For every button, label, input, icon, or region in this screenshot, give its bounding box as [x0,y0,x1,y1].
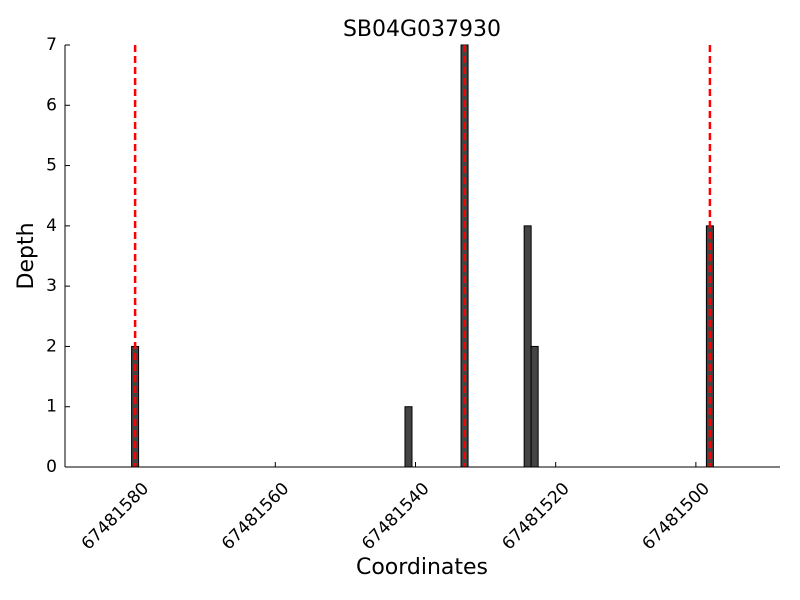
bar [404,406,413,468]
x-tick-label: 67481540 [358,479,433,554]
x-axis-label: Coordinates [356,555,488,580]
y-tick-label: 7 [46,35,57,55]
bar [523,225,532,468]
y-tick-label: 1 [46,397,57,417]
y-axis-label: Depth [14,222,39,289]
bar [530,345,539,468]
y-tick-label: 0 [46,457,57,477]
x-tick-label: 67481560 [218,479,293,554]
y-tick-label: 3 [46,276,57,296]
y-tick-label: 6 [46,95,57,115]
y-tick-label: 5 [46,156,57,176]
x-tick-label: 67481520 [498,479,573,554]
chart-title: SB04G037930 [343,17,501,42]
x-tick-label: 67481500 [639,479,714,554]
y-tick-label: 4 [46,216,57,236]
y-tick-label: 2 [46,336,57,356]
x-tick-label: 67481580 [78,479,153,554]
